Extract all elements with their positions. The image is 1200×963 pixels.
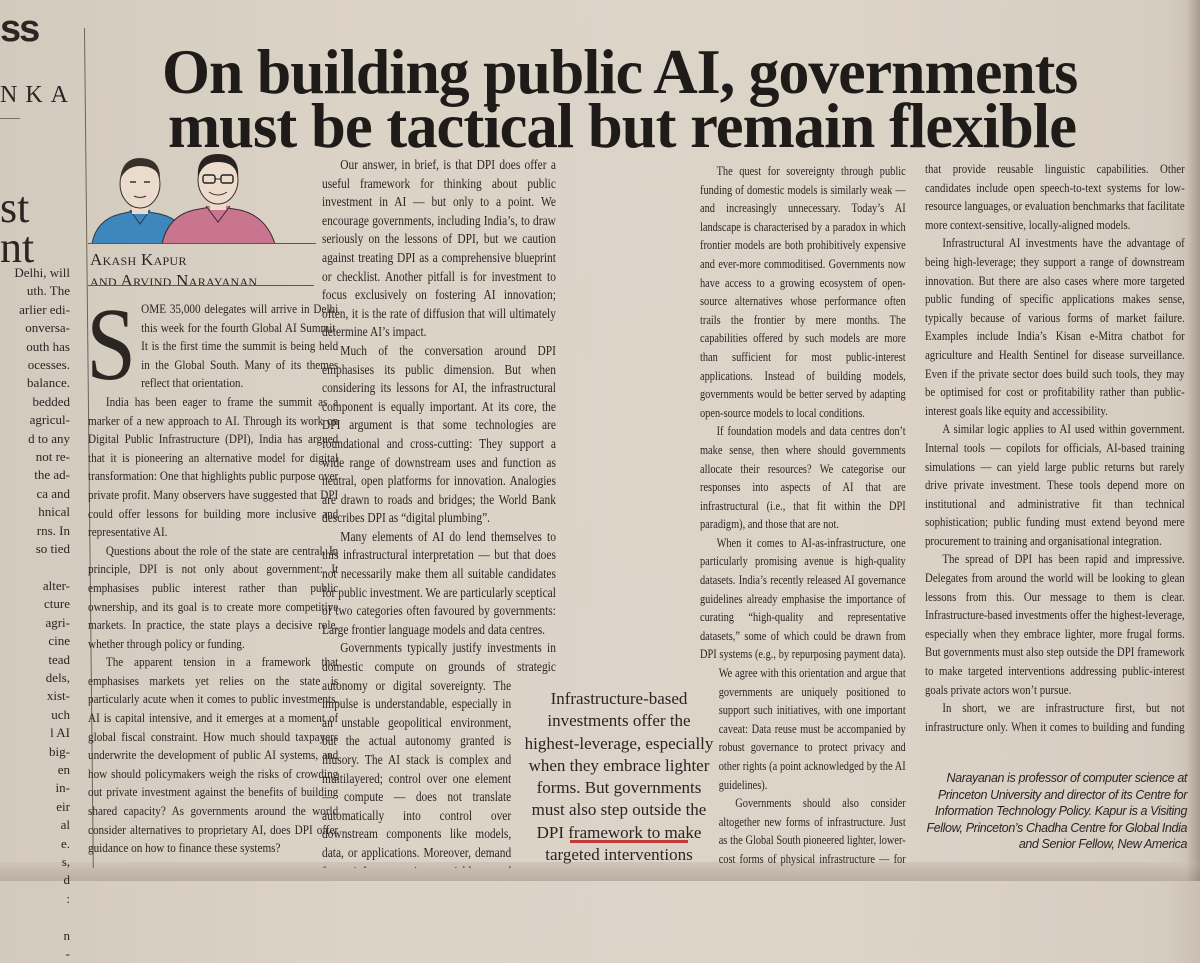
text-line: in- [55, 780, 70, 796]
text-line: uch [51, 706, 70, 722]
text-line: not re- [35, 449, 70, 465]
author-bio: Narayanan is professor of computer scien… [926, 771, 1188, 851]
text-line: l AI [50, 725, 70, 741]
text-line: balance. [27, 375, 70, 391]
text-line: alter- [42, 577, 70, 593]
text-line: rns. In [36, 522, 70, 538]
paragraph-text: OME 35,000 delegates will arrive in Delh… [141, 301, 339, 391]
text-line: en [57, 761, 70, 777]
adjacent-byline-fragment: NKA [0, 82, 76, 108]
text-line: hnical [38, 504, 70, 520]
divider [0, 118, 20, 119]
paragraph: When it comes to AI-as-infrastructure, o… [700, 535, 906, 792]
paragraph: Much of the conversation around DPI emph… [322, 342, 556, 526]
paragraph: Questions about the role of the state ar… [88, 542, 339, 651]
text-line: big- [49, 743, 70, 759]
text-line: d to any [28, 430, 70, 446]
adjacent-article-text: Delhi, will uth. The arlier edi-onversa-ou… [0, 264, 70, 963]
pull-quote: Infrastructure-based investments offer t… [524, 689, 714, 865]
text-line: uth. The [26, 283, 70, 299]
paragraph: Governments should also consider altoget… [718, 796, 906, 866]
headline-line-1: On building public AI, governments [162, 36, 1078, 107]
paragraph: Governments typically justify investment… [322, 640, 556, 868]
text-line: cine [48, 633, 70, 649]
page-fold-shadow [1186, 0, 1200, 881]
paragraph: A similar logic applies to AI used withi… [925, 422, 1185, 548]
text-line: tead [48, 651, 70, 667]
paragraph: The apparent tension in a framework that… [88, 654, 339, 856]
paragraph: Infrastructural AI investments have the … [925, 236, 1185, 418]
pull-quote-rule [570, 840, 688, 843]
text-line: d [63, 872, 71, 888]
text-line: arlier edi- [19, 301, 70, 317]
text-line: onversa- [25, 320, 70, 336]
text-line [0, 559, 70, 577]
text-line: Delhi, will [14, 265, 70, 280]
text-line: n [63, 927, 71, 943]
text-line: so tied [35, 541, 70, 557]
article-column-2: Our answer, in brief, is that DPI does o… [322, 156, 556, 868]
text-line: eir [56, 798, 70, 814]
adjacent-heading-fragment: ss [0, 8, 40, 50]
text-line: agri- [45, 614, 70, 630]
text-line: dels, [45, 669, 70, 685]
divider [88, 285, 314, 286]
text-line: xist- [46, 688, 70, 704]
page-edge-shadow [0, 862, 1200, 881]
text-line: s, [61, 854, 70, 869]
drop-cap: S [88, 300, 137, 402]
text-line: agricul- [29, 412, 70, 428]
text-line: al [60, 817, 70, 833]
paragraph: Our answer, in brief, is that DPI does o… [322, 157, 556, 340]
author-name: and Arvind Narayanan [90, 271, 258, 290]
paragraph: If foundation models and data centres do… [700, 424, 906, 532]
text-line: the ad- [34, 467, 70, 483]
text-line: : [66, 890, 70, 906]
adjacent-headline-fragment: nt [0, 223, 35, 272]
author-portrait-narayanan [161, 154, 276, 244]
text-line: bedded [32, 393, 70, 409]
text-line: - [65, 946, 70, 962]
paragraph: The quest for sovereignty through public… [700, 164, 906, 420]
headline-line-2: must be tactical but remain flexible [168, 90, 1077, 161]
paragraph: that provide reusable linguistic capabil… [925, 162, 1185, 232]
text-line: cture [44, 596, 70, 612]
text-line: e. [60, 835, 70, 851]
paragraph: India has been eager to frame the summit… [88, 393, 339, 540]
text-line: ocesses. [27, 357, 70, 373]
text-line: outh has [26, 338, 70, 354]
article-column-4: that provide reusable linguistic capabil… [925, 160, 1185, 740]
paragraph: The spread of DPI has been rapid and imp… [925, 552, 1185, 697]
paragraph: Many elements of AI do lend themselves t… [322, 528, 556, 637]
paragraph: In short, we are infrastructure first, b… [925, 701, 1185, 740]
divider [88, 243, 316, 244]
text-line [0, 908, 70, 926]
article-column-3: The quest for sovereignty through public… [700, 162, 906, 867]
paragraph: S OME 35,000 delegates will arrive in Del… [88, 300, 339, 402]
author-illustration [91, 154, 276, 244]
article-column-1: S OME 35,000 delegates will arrive in Del… [88, 300, 338, 870]
text-line: ca and [36, 485, 70, 501]
adjacent-headline-fragment: st [0, 183, 30, 232]
author-name: Akash Kapur [90, 250, 187, 269]
